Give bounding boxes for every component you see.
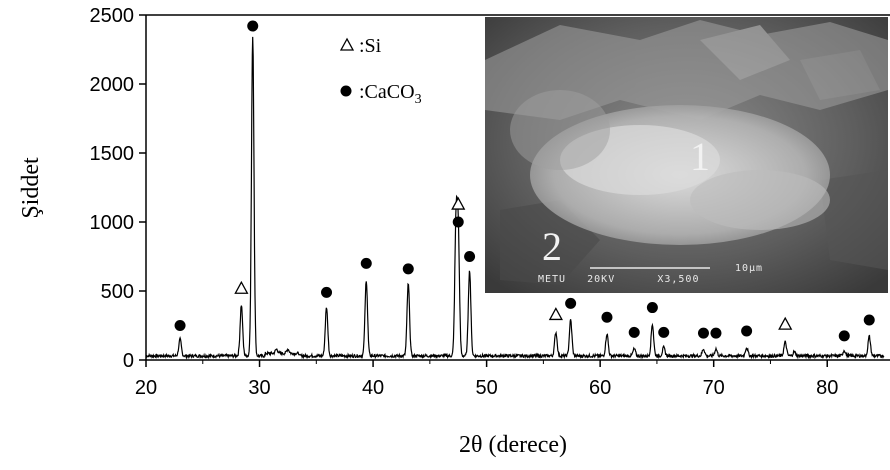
caco3-peak-marker [247, 20, 259, 32]
sem-region-label-2: 2 [542, 224, 562, 269]
caco3-peak-marker [464, 251, 476, 262]
caco3-peak-marker [838, 330, 850, 342]
caco3-peak-marker [863, 314, 875, 326]
caco3-peak-marker [402, 263, 414, 275]
legend-triangle-icon [339, 37, 355, 51]
si-peak-marker [451, 196, 466, 210]
caco3-peak-marker [360, 257, 372, 269]
x-tick-label: 30 [248, 377, 270, 399]
x-tick-label: 70 [703, 377, 725, 399]
sem-scale-text: 10μm [735, 263, 763, 274]
si-peak-marker [778, 316, 793, 330]
caco3-peak-marker [452, 216, 464, 228]
si-peak-marker [234, 280, 249, 294]
legend-circle-icon [340, 85, 352, 97]
legend-caco3-label: :CaCO3 [359, 81, 422, 107]
y-axis-title: Şiddet [18, 157, 44, 219]
legend-si-label: :Si [359, 35, 382, 57]
sem-caption: METU 20KV X3,500 [538, 274, 699, 285]
y-tick-label: 1500 [90, 143, 135, 165]
x-axis-ticks: 20 30 40 50 60 70 80 [135, 360, 838, 399]
caco3-peak-marker [321, 286, 333, 298]
sem-region-label-1: 1 [690, 134, 710, 179]
caco3-peak-marker [174, 320, 186, 331]
caco3-peak-marker [710, 327, 722, 339]
caco3-peak-marker [741, 325, 753, 337]
x-tick-label: 80 [816, 377, 838, 399]
caco3-peak-marker [646, 302, 658, 314]
xrd-pattern-line [145, 36, 885, 360]
si-peak-marker [548, 307, 563, 321]
x-tick-label: 20 [135, 377, 157, 399]
x-axis-title: 2θ (derece) [459, 432, 567, 458]
y-tick-label: 2500 [90, 5, 135, 27]
x-tick-label: 50 [475, 377, 497, 399]
x-tick-label: 60 [589, 377, 611, 399]
y-tick-label: 500 [101, 281, 134, 303]
legend-caco3-subscript: 3 [415, 92, 422, 107]
caco3-peak-marker [601, 311, 613, 323]
caco3-peak-marker [658, 326, 670, 338]
y-tick-label: 1000 [90, 212, 135, 234]
caco3-peak-marker [628, 326, 640, 338]
caco3-peak-marker [565, 297, 577, 309]
sem-micrograph-inset: 1 2 10μm METU 20KV X3,500 [485, 17, 888, 293]
x-tick-label: 40 [362, 377, 384, 399]
plot-frame [145, 14, 890, 361]
phase-markers [174, 20, 875, 342]
y-tick-label: 0 [123, 350, 134, 372]
legend: :Si :CaCO3 [339, 35, 422, 107]
caco3-peak-marker [697, 327, 709, 339]
y-tick-label: 2000 [90, 74, 135, 96]
y-axis-ticks: 0 500 1000 1500 2000 2500 [90, 5, 146, 372]
